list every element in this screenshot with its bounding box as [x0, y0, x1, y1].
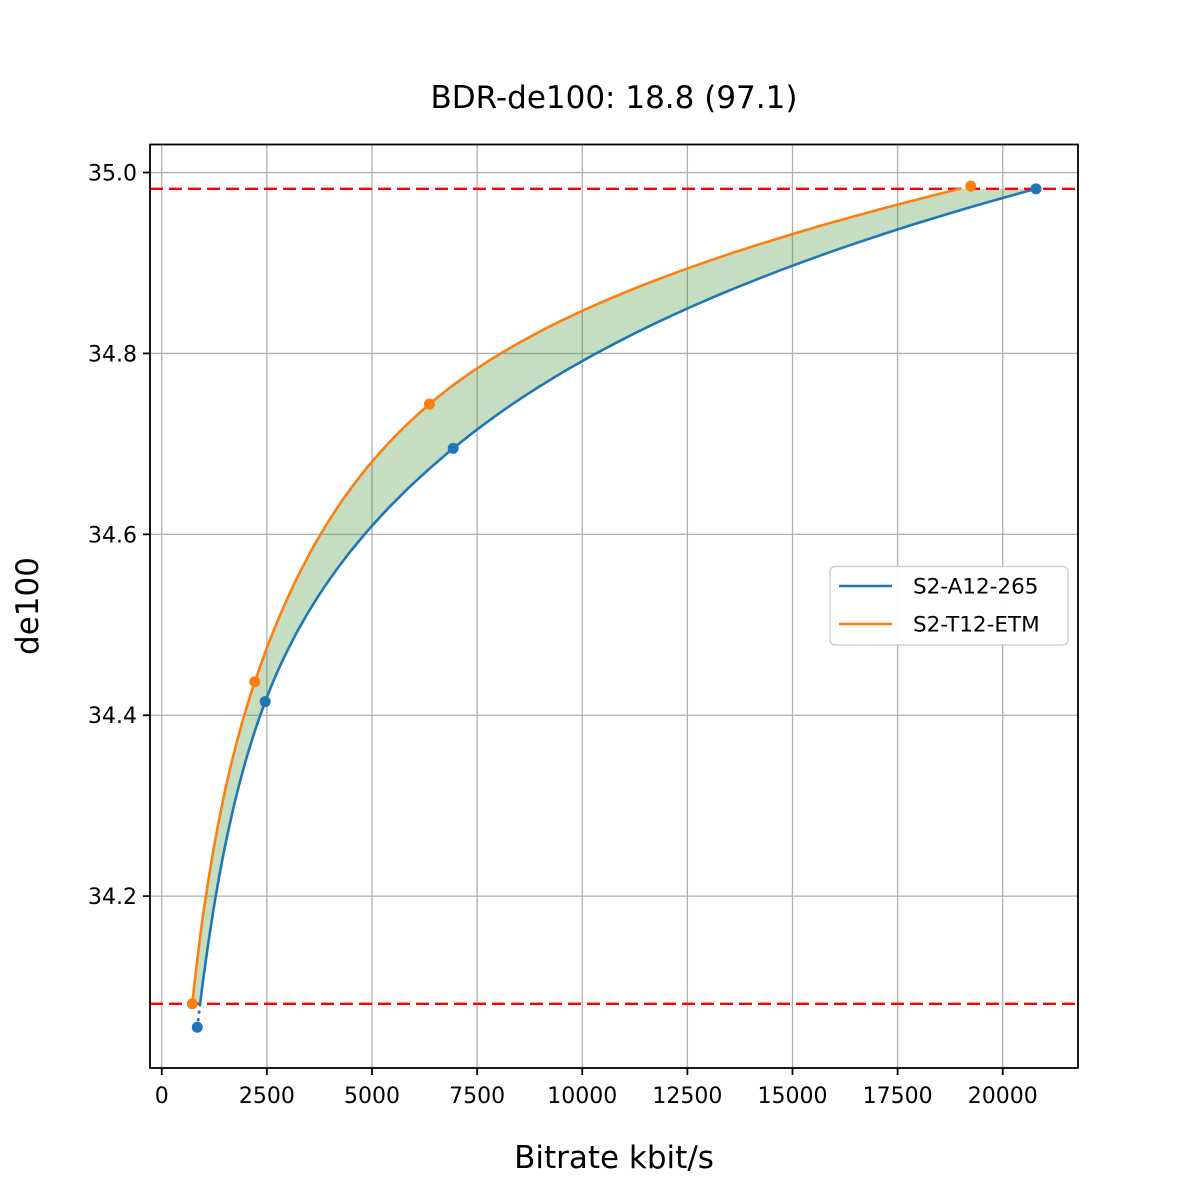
x-tick-label: 2500	[239, 1084, 295, 1109]
gridlines	[150, 144, 1078, 1068]
y-axis-label: de100	[10, 557, 46, 655]
overlap-reference-lines	[150, 187, 1078, 1005]
curve-S2-T12-ETM	[191, 187, 961, 1006]
x-tick-label: 10000	[547, 1084, 617, 1109]
data-point-S2-T12-ETM	[965, 180, 977, 192]
plot-border	[149, 143, 1079, 1069]
x-tick-label: 20000	[968, 1084, 1038, 1109]
tick-marks	[143, 171, 1004, 1075]
y-tick-label: 35.0	[88, 162, 137, 187]
x-axis-label: Bitrate kbit/s	[514, 1140, 714, 1176]
y-tick-label: 34.4	[88, 704, 137, 729]
data-point-S2-A12-265	[1030, 183, 1042, 195]
legend-label-series-0: S2-A12-265	[913, 575, 1038, 600]
y-tick-label: 34.8	[88, 342, 137, 367]
y-tick-label: 34.6	[88, 523, 137, 548]
data-point-S2-T12-ETM	[249, 676, 261, 688]
legend: S2-A12-265 S2-T12-ETM	[829, 565, 1069, 646]
curve-S2-A12-265	[198, 187, 1038, 1006]
data-point-S2-A12-265	[259, 696, 271, 708]
y-tick-labels: 34.2 34.4 34.6 34.8 35.0	[88, 162, 137, 911]
data-point-S2-T12-ETM	[186, 998, 198, 1010]
data-point-S2-T12-ETM	[423, 398, 435, 410]
x-tick-label: 15000	[757, 1084, 827, 1109]
data-point-S2-A12-265	[447, 442, 459, 454]
x-tick-label: 7500	[449, 1084, 505, 1109]
x-tick-label: 5000	[344, 1084, 400, 1109]
x-tick-label: 0	[155, 1084, 169, 1109]
series-markers	[186, 180, 1042, 1033]
x-tick-label: 12500	[652, 1084, 722, 1109]
data-point-S2-A12-265	[191, 1021, 203, 1033]
legend-label-series-1: S2-T12-ETM	[913, 613, 1040, 638]
x-tick-labels: 0 2500 5000 7500 10000 12500 15000 17500 20000	[155, 1084, 1038, 1109]
chart-title: BDR-de100: 18.8 (97.1)	[431, 80, 798, 116]
y-tick-label: 34.2	[88, 885, 137, 910]
x-tick-label: 17500	[863, 1084, 933, 1109]
